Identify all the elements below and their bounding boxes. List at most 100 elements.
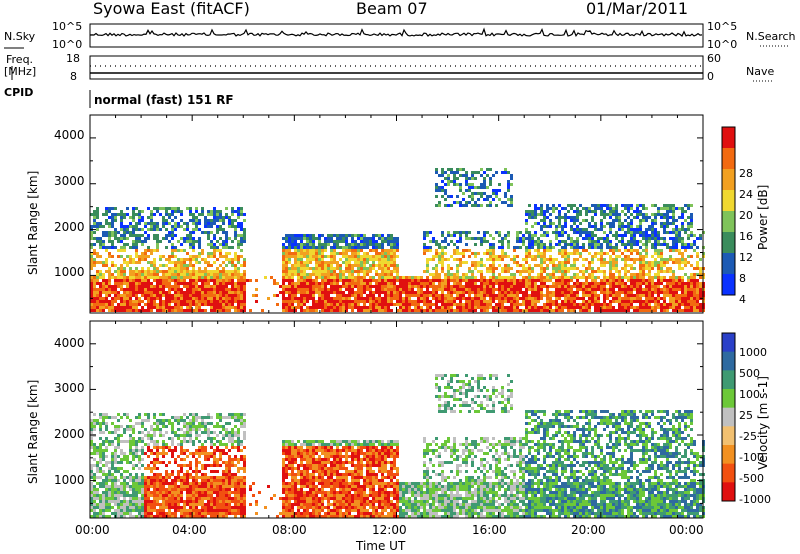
power-cell: [645, 243, 648, 246]
power-cell: [657, 300, 660, 303]
power-cell: [162, 216, 165, 219]
power-cell: [198, 222, 201, 225]
power-cell: [387, 255, 390, 258]
power-cell: [234, 288, 237, 291]
power-cell: [222, 261, 225, 264]
power-cell: [684, 306, 687, 309]
velocity-cell: [120, 458, 123, 461]
power-cell: [441, 255, 444, 258]
velocity-cell: [93, 473, 96, 476]
power-cell: [486, 291, 489, 294]
power-cell: [621, 276, 624, 279]
power-cell: [582, 237, 585, 240]
power-cell: [558, 252, 561, 255]
power-cell: [291, 264, 294, 267]
power-cell: [657, 291, 660, 294]
power-cell: [210, 240, 213, 243]
power-cell: [354, 234, 357, 237]
power-cell: [351, 303, 354, 306]
power-cell: [165, 222, 168, 225]
power-cell: [630, 303, 633, 306]
power-cell: [117, 282, 120, 285]
power-cell: [423, 270, 426, 273]
power-cell: [681, 282, 684, 285]
power-cell: [639, 267, 642, 270]
velocity-cell: [108, 485, 111, 488]
power-cell: [303, 273, 306, 276]
power-cell: [165, 270, 168, 273]
power-cell: [684, 264, 687, 267]
power-cell: [543, 285, 546, 288]
power-cell: [213, 237, 216, 240]
power-cell: [318, 261, 321, 264]
power-cell: [219, 264, 222, 267]
power-cell: [330, 264, 333, 267]
power-cell: [546, 246, 549, 249]
radar-title: Syowa East (fitACF): [93, 0, 250, 18]
power-cell: [465, 180, 468, 183]
velocity-cell: [114, 503, 117, 506]
power-cell: [240, 255, 243, 258]
power-cell: [180, 282, 183, 285]
power-cell: [312, 303, 315, 306]
power-cell: [552, 294, 555, 297]
power-cell: [123, 228, 126, 231]
power-cell: [312, 273, 315, 276]
power-cell: [450, 234, 453, 237]
power-cell: [426, 267, 429, 270]
power-cell: [576, 237, 579, 240]
power-cell: [228, 273, 231, 276]
power-cell: [672, 306, 675, 309]
power-cell: [141, 267, 144, 270]
power-cell: [459, 201, 462, 204]
power-cell: [177, 288, 180, 291]
velocity-cell: [105, 461, 108, 464]
power-cell: [321, 258, 324, 261]
power-cell: [492, 306, 495, 309]
velocity-cell: [102, 482, 105, 485]
power-cell: [657, 285, 660, 288]
power-cell: [489, 267, 492, 270]
power-cell: [645, 267, 648, 270]
power-cell: [534, 282, 537, 285]
power-cell: [465, 297, 468, 300]
power-cell: [309, 255, 312, 258]
power-cell: [492, 288, 495, 291]
power-cell: [129, 291, 132, 294]
power-cell: [384, 306, 387, 309]
power-cell: [105, 291, 108, 294]
power-cell: [183, 309, 186, 312]
power-cell: [138, 219, 141, 222]
power-cell: [180, 243, 183, 246]
power-cell: [90, 225, 93, 228]
power-cell: [549, 225, 552, 228]
power-cell: [231, 276, 234, 279]
power-cell: [126, 207, 129, 210]
power-cell: [312, 294, 315, 297]
power-cell: [594, 270, 597, 273]
power-cell: [696, 288, 699, 291]
power-cell: [315, 246, 318, 249]
power-cell: [429, 294, 432, 297]
power-cell: [207, 237, 210, 240]
power-cell: [141, 252, 144, 255]
power-cell: [141, 309, 144, 312]
power-cell: [297, 264, 300, 267]
power-cell: [201, 279, 204, 282]
power-cell: [123, 258, 126, 261]
power-cell: [219, 282, 222, 285]
power-cell: [657, 231, 660, 234]
power-cell: [669, 276, 672, 279]
power-cell: [678, 249, 681, 252]
power-cell: [315, 264, 318, 267]
power-cell: [663, 213, 666, 216]
power-cell: [429, 291, 432, 294]
power-cell: [159, 297, 162, 300]
power-cell: [312, 285, 315, 288]
power-cell: [408, 282, 411, 285]
power-cell: [441, 240, 444, 243]
power-cell: [126, 225, 129, 228]
power-cell: [297, 267, 300, 270]
power-cell: [225, 273, 228, 276]
power-cell: [693, 279, 696, 282]
